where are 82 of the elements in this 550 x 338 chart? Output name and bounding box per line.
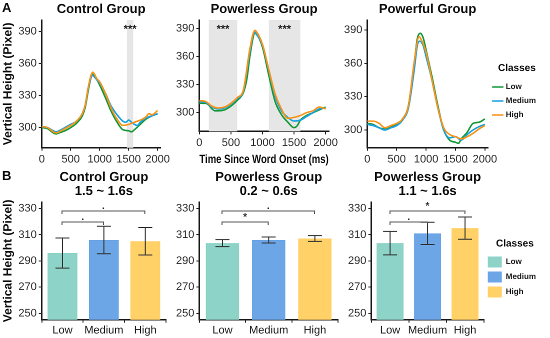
x-tick-label: 1500 [443, 153, 468, 166]
x-tick-label: 2000 [472, 153, 498, 166]
legend-title: Classes [496, 238, 534, 250]
y-tick-label: 330 [18, 202, 37, 215]
y-tick-label: 290 [348, 254, 366, 267]
y-tick-label: 330 [176, 78, 194, 91]
x-tick-label: Low [212, 324, 233, 336]
x-tick-label: High [304, 324, 326, 336]
x-tick-label: 500 [62, 153, 80, 166]
y-tick-label: 360 [344, 57, 362, 70]
x-tick-label: 500 [388, 153, 406, 166]
x-tick-label: 1000 [250, 137, 275, 150]
y-tick-label: 290 [176, 254, 194, 267]
annotation: . [82, 212, 85, 223]
annotation: . [407, 212, 410, 223]
x-tick-label: 2000 [145, 153, 170, 166]
text: A [2, 0, 12, 16]
y-tick-label: 330 [176, 202, 194, 215]
x-tick-label: 0 [196, 137, 202, 150]
y-tick-label: 390 [344, 24, 362, 36]
y-tick-label: 360 [176, 50, 194, 63]
chart-title: Powerless Group [374, 169, 482, 184]
x-tick-label: 1000 [87, 153, 112, 166]
x-tick-label: 500 [222, 137, 240, 150]
chart-subtitle: 1.1 ~ 1.6s [398, 183, 457, 198]
annotation: . [102, 201, 106, 212]
annotation: . [267, 201, 270, 212]
y-tick-label: 250 [18, 307, 37, 320]
legend-title: Classes [498, 62, 536, 74]
x-tick-label: 0 [364, 153, 370, 166]
y-tick-label: 270 [348, 281, 366, 294]
y-tick-label: 390 [18, 26, 37, 38]
y-tick-label: 290 [18, 254, 37, 267]
x-tick-label: Low [52, 324, 73, 336]
x-tick-label: Low [380, 324, 400, 336]
y-tick-label: 330 [348, 202, 366, 215]
y-tick-label: 270 [18, 281, 37, 294]
x-tick-label: 1500 [282, 137, 306, 150]
y-tick-label: 300 [344, 124, 362, 136]
annotation: * [244, 212, 248, 223]
y-tick-label: 300 [18, 122, 37, 134]
legend-label: High [506, 287, 524, 296]
x-tick-label: High [134, 324, 157, 336]
legend-label: Medium [506, 272, 536, 282]
x-tick-label: 2000 [313, 137, 338, 150]
y-tick-label: 300 [176, 106, 194, 119]
y-tick-label: 330 [344, 90, 362, 103]
legend-label: High [506, 110, 524, 120]
chart-subtitle: 1.5 ~ 1.6s [74, 183, 133, 198]
chart-title: Control Group [59, 169, 148, 184]
y-tick-label: 270 [176, 281, 194, 294]
chart-subtitle: 0.2 ~ 0.6s [240, 183, 298, 198]
band-label: *** [278, 24, 292, 36]
x-axis-title: Time Since Word Onset (ms) [199, 153, 330, 166]
text: B [2, 168, 12, 184]
x-tick-label: 1500 [116, 153, 141, 166]
y-tick-label: 360 [18, 58, 37, 70]
band-label: *** [124, 24, 138, 36]
y-axis-title: Vertical Height (Pixel) [0, 22, 15, 146]
x-tick-label: 0 [38, 153, 45, 166]
chart-title: Powerless Group [215, 169, 322, 184]
x-tick-label: Medium [249, 324, 288, 336]
y-tick-label: 310 [348, 228, 366, 241]
y-tick-label: 390 [176, 22, 194, 34]
x-tick-label: Medium [408, 324, 448, 336]
y-tick-label: 250 [176, 307, 194, 320]
y-axis-title: Vertical Height (Pixel) [0, 200, 15, 322]
x-tick-label: 1000 [414, 153, 438, 166]
legend-label: Low [506, 257, 523, 266]
annotation: * [426, 201, 430, 212]
y-tick-label: 310 [18, 228, 37, 241]
chart-title: Powerful Group [378, 1, 476, 16]
y-tick-label: 310 [176, 228, 194, 241]
y-tick-label: 250 [348, 307, 366, 320]
chart-title: Control Group [56, 1, 146, 16]
chart-title: Powerless Group [210, 1, 318, 16]
band-label: *** [216, 24, 230, 36]
x-tick-label: High [454, 324, 476, 336]
legend-label: Low [506, 82, 523, 92]
x-tick-label: Medium [84, 324, 124, 336]
y-tick-label: 330 [18, 90, 37, 102]
legend-label: Medium [506, 96, 536, 106]
